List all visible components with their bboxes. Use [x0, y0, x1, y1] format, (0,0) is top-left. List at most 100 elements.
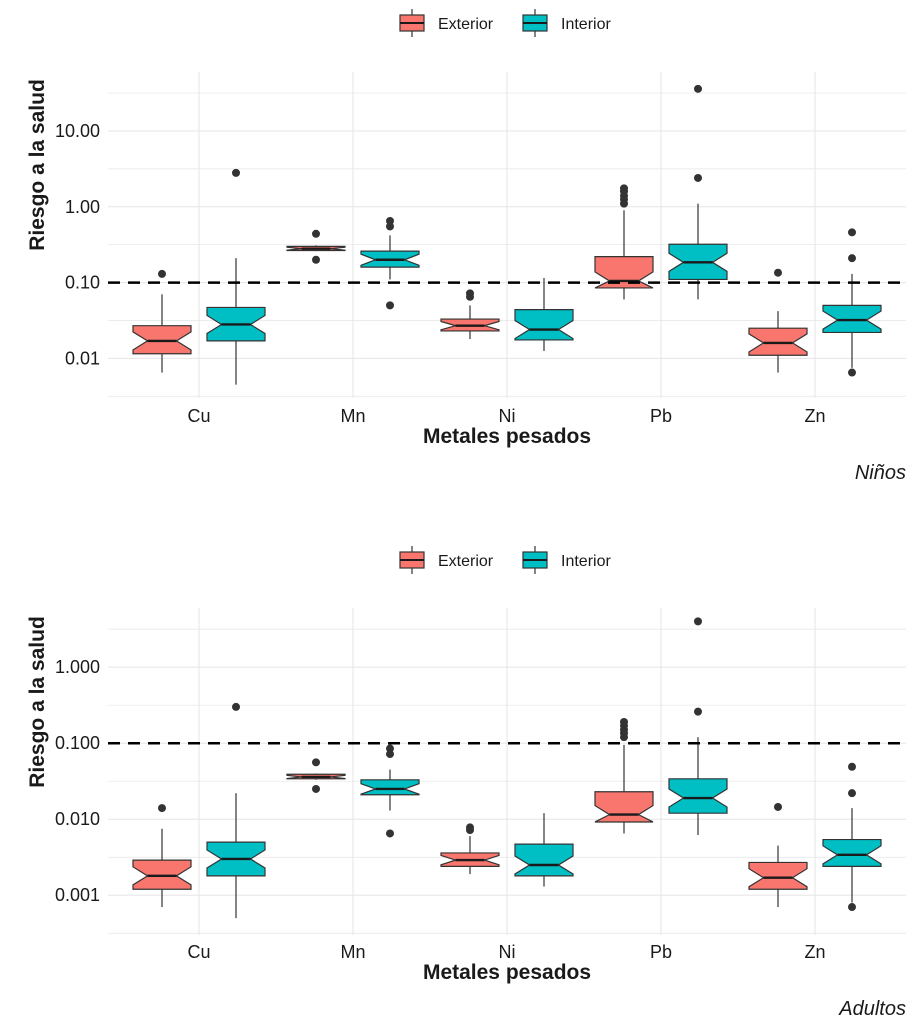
legend-key-interior: [522, 546, 548, 574]
chart-panel-ninos: Exterior Interior 0.01 0.10 1.00 10.00 Cu Mn…: [26, 9, 906, 484]
y-tick-label: 1.000: [55, 657, 100, 677]
legend-key-exterior: [399, 546, 425, 574]
box-exterior-ni: [440, 289, 500, 340]
box-exterior-cu: [132, 269, 192, 373]
x-tick-label: Ni: [499, 406, 516, 426]
outlier-point: [466, 823, 474, 832]
box-interior-zn: [822, 762, 882, 912]
legend-key-exterior: [399, 9, 425, 37]
outlier-point: [848, 368, 856, 377]
box-interior-pb: [668, 617, 728, 836]
box-body: [514, 843, 574, 877]
x-tick-label: Mn: [340, 406, 365, 426]
legend-key-interior: [522, 9, 548, 37]
outlier-point: [848, 254, 856, 263]
box-body: [748, 861, 808, 890]
x-tick-label: Cu: [187, 942, 210, 962]
y-tick-label: 0.01: [65, 348, 100, 368]
outlier-point: [620, 184, 628, 193]
x-tick-label: Mn: [340, 942, 365, 962]
outlier-point: [848, 228, 856, 237]
box-exterior-ni: [440, 823, 500, 875]
box-exterior-pb: [594, 184, 654, 300]
outlier-point: [620, 717, 628, 726]
box-interior-zn: [822, 228, 882, 377]
y-axis-label: Riesgo a la salud: [26, 616, 49, 788]
box-body: [594, 791, 654, 823]
legend: Exterior Interior: [399, 9, 611, 37]
caption: Adultos: [838, 998, 906, 1020]
grid: [108, 608, 906, 935]
outlier-point: [386, 222, 394, 231]
outlier-point: [848, 789, 856, 798]
y-tick-labels: 0.01 0.10 1.00 10.00: [55, 121, 100, 368]
outlier-point: [694, 84, 702, 93]
box-exterior-mn: [286, 758, 346, 793]
y-tick-label: 10.00: [55, 121, 100, 141]
box-interior-mn: [360, 744, 420, 838]
x-tick-labels: Cu Mn Ni Pb Zn: [187, 406, 825, 426]
outlier-point: [386, 829, 394, 838]
outlier-point: [158, 804, 166, 813]
box-exterior-zn: [748, 268, 808, 373]
box-exterior-cu: [132, 804, 192, 908]
box-body: [514, 308, 574, 341]
outlier-point: [694, 173, 702, 182]
boxes: [132, 84, 882, 385]
box-interior-cu: [206, 702, 266, 919]
outlier-point: [694, 617, 702, 626]
y-tick-label: 0.001: [55, 885, 100, 905]
legend: Exterior Interior: [399, 546, 611, 574]
outlier-point: [386, 301, 394, 310]
outlier-point: [312, 758, 320, 767]
box-exterior-mn: [286, 229, 346, 264]
box-exterior-pb: [594, 717, 654, 834]
outlier-point: [312, 229, 320, 238]
x-axis-label: Metales pesados: [423, 961, 591, 984]
box-interior-cu: [206, 168, 266, 385]
x-tick-label: Pb: [650, 942, 672, 962]
outlier-point: [694, 707, 702, 716]
box-body: [668, 778, 728, 814]
box-interior-pb: [668, 84, 728, 300]
outlier-point: [232, 702, 240, 711]
outlier-point: [466, 289, 474, 298]
legend-label-exterior: Exterior: [438, 553, 494, 570]
outlier-point: [386, 744, 394, 753]
outlier-point: [848, 762, 856, 771]
box-body: [360, 779, 420, 796]
boxes: [132, 617, 882, 919]
y-tick-label: 1.00: [65, 197, 100, 217]
caption: Niños: [855, 462, 906, 484]
box-interior-ni: [514, 277, 574, 352]
y-tick-label: 0.10: [65, 273, 100, 293]
outlier-point: [774, 802, 782, 811]
box-exterior-zn: [748, 802, 808, 908]
legend-label-interior: Interior: [561, 553, 611, 570]
outlier-point: [312, 784, 320, 793]
y-tick-labels: 0.001 0.010 0.100 1.000: [55, 657, 100, 905]
outlier-point: [386, 216, 394, 225]
x-tick-label: Ni: [499, 942, 516, 962]
y-axis-label: Riesgo a la salud: [26, 79, 49, 251]
box-body: [594, 256, 654, 289]
x-tick-label: Pb: [650, 406, 672, 426]
x-axis-label: Metales pesados: [423, 425, 591, 448]
x-tick-labels: Cu Mn Ni Pb Zn: [187, 942, 825, 962]
legend-label-exterior: Exterior: [438, 16, 494, 33]
x-tick-label: Zn: [804, 942, 825, 962]
box-body: [822, 838, 882, 867]
x-tick-label: Cu: [187, 406, 210, 426]
outlier-point: [158, 269, 166, 278]
box-interior-mn: [360, 216, 420, 310]
y-tick-label: 0.010: [55, 809, 100, 829]
outlier-point: [774, 268, 782, 277]
chart-panel-adultos: Exterior Interior 0.001 0.010 0.100 1.000 C…: [26, 546, 906, 1020]
outlier-point: [232, 168, 240, 177]
legend-label-interior: Interior: [561, 16, 611, 33]
outlier-point: [848, 903, 856, 912]
x-tick-label: Zn: [804, 406, 825, 426]
outlier-point: [312, 255, 320, 264]
